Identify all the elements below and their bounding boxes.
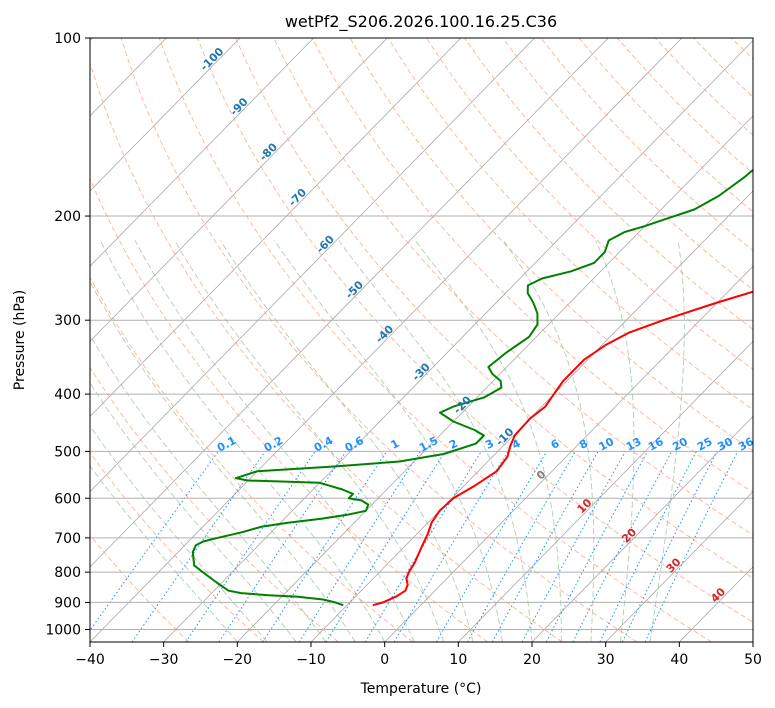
moist-adiabat xyxy=(90,334,327,642)
isotherm-line xyxy=(237,115,753,642)
dry-adiabat xyxy=(90,366,339,642)
isotherm-line xyxy=(531,415,753,642)
mixing-ratio-label: 20 xyxy=(670,435,690,454)
x-axis: −40 −30 −20 −10 0 10 20 30 40 50 xyxy=(75,642,762,668)
moist-adiabat xyxy=(274,240,503,642)
plot-area xyxy=(90,38,753,642)
y-tick-label: 500 xyxy=(54,444,81,460)
isotherm-line xyxy=(384,265,753,642)
mixing-ratio-label: 36 xyxy=(736,435,756,454)
mixing-ratio-line xyxy=(185,451,316,642)
mixing-ratio-line xyxy=(491,451,599,642)
isotherm-line xyxy=(90,38,462,418)
isotherm-line xyxy=(90,38,683,642)
mixing-ratio-line xyxy=(90,451,219,632)
moist-adiabat xyxy=(90,382,297,642)
dry-adiabat xyxy=(311,38,753,494)
moist-adiabat xyxy=(220,240,474,642)
isotherm-line xyxy=(90,38,609,568)
isotherm-line xyxy=(605,491,753,642)
y-tick-label: 100 xyxy=(54,31,81,47)
x-tick-label: −20 xyxy=(223,652,253,668)
x-tick-label: −30 xyxy=(149,652,179,668)
moist-adiabat xyxy=(99,240,386,642)
y-tick-label: 800 xyxy=(54,565,81,581)
isotherm-line xyxy=(458,340,753,642)
mixing-ratio-line xyxy=(467,451,576,642)
mixing-ratio-line xyxy=(298,451,421,642)
x-tick-label: 50 xyxy=(744,652,762,668)
isotherm-line xyxy=(90,38,314,267)
y-tick-label: 400 xyxy=(54,387,81,403)
moist-adiabat xyxy=(174,240,445,642)
mixing-ratio-line xyxy=(131,451,266,642)
mixing-ratio-line xyxy=(262,451,388,642)
y-tick-label: 200 xyxy=(54,209,81,225)
moist-adiabat xyxy=(414,240,562,642)
mixing-ratio-line xyxy=(364,451,482,642)
y-tick-label: 900 xyxy=(54,595,81,611)
x-tick-label: 30 xyxy=(597,652,615,668)
y-tick-label: 1000 xyxy=(45,622,81,638)
x-tick-label: 10 xyxy=(449,652,467,668)
pressure-grid xyxy=(90,38,753,630)
dry-adiabat xyxy=(90,534,190,642)
mixing-ratio-line xyxy=(599,451,697,642)
dry-adiabat xyxy=(158,38,712,642)
y-axis: 100 200 300 400 500 600 700 800 900 1000 xyxy=(45,31,90,638)
isotherm-line xyxy=(90,38,241,192)
dry-adiabat xyxy=(120,38,638,642)
moist-adiabat xyxy=(90,425,268,642)
y-axis-title: Pressure (hPa) xyxy=(12,290,28,390)
isotherm-line xyxy=(90,38,535,493)
x-tick-label: 40 xyxy=(670,652,688,668)
moist-adiabat xyxy=(338,240,533,642)
mixing-ratio-label: 25 xyxy=(695,435,715,454)
mixing-ratio-label: 16 xyxy=(646,435,666,454)
mixing-ratio-line xyxy=(218,451,347,642)
dewpoint-profile-line xyxy=(191,168,753,607)
x-tick-label: −10 xyxy=(296,652,326,668)
isotherm-line xyxy=(163,40,753,642)
x-tick-label: 20 xyxy=(523,652,541,668)
isotherm-line xyxy=(310,190,753,642)
dry-adiabat xyxy=(196,38,753,623)
moist-adiabat xyxy=(503,240,595,642)
moist-adiabat xyxy=(90,465,238,642)
dry-adiabat xyxy=(502,38,753,291)
mixing-ratio-label: 10 xyxy=(597,435,617,454)
y-tick-label: 700 xyxy=(54,531,81,547)
x-tick-label: 0 xyxy=(380,652,389,668)
mixing-ratio-label: 30 xyxy=(715,435,735,454)
moist-adiabat xyxy=(90,280,356,642)
temperature-profile-line xyxy=(372,290,753,607)
moist-adiabat xyxy=(595,240,635,642)
x-tick-label: −40 xyxy=(75,652,105,668)
dry-adiabat xyxy=(273,38,753,536)
dry-adiabat xyxy=(387,38,753,411)
x-axis-title: Temperature (°C) xyxy=(360,681,482,697)
y-tick-label: 600 xyxy=(54,491,81,507)
y-tick-label: 300 xyxy=(54,313,81,329)
plot-frame xyxy=(89,37,754,643)
background-lines xyxy=(90,38,753,642)
profile-lines xyxy=(191,168,753,607)
moist-adiabat xyxy=(134,240,415,642)
chart-title: wetPf2_S206.2026.100.16.25.C36 xyxy=(285,12,557,32)
dry-adiabat xyxy=(90,61,563,642)
dry-adiabat xyxy=(90,276,414,642)
moist-adiabat xyxy=(649,240,685,642)
isotherm-line xyxy=(90,38,388,342)
mixing-ratio-label: 13 xyxy=(624,435,644,454)
dry-adiabat xyxy=(235,38,753,579)
mixing-ratio-line xyxy=(521,451,626,642)
dry-adiabat xyxy=(464,38,753,330)
mixing-ratio-line xyxy=(621,451,718,642)
